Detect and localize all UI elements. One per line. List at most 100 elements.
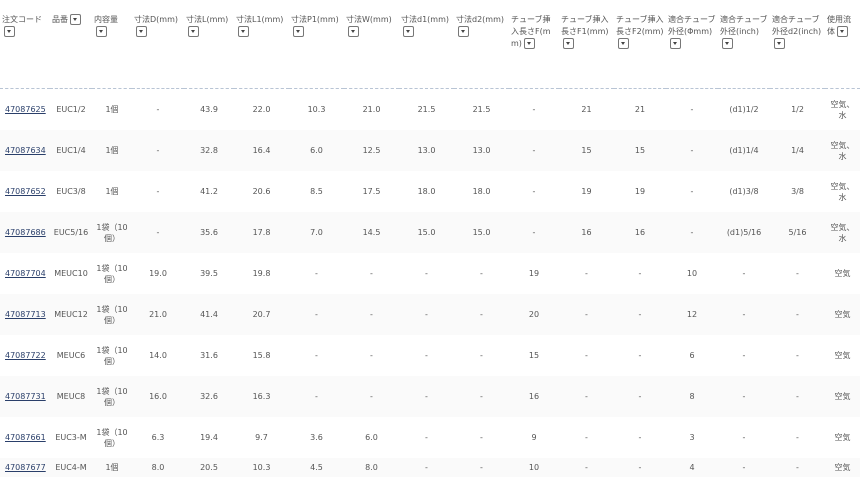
table-cell: MEUC12 bbox=[54, 310, 88, 319]
table-cell: - bbox=[638, 269, 642, 278]
table-cell: - bbox=[770, 477, 825, 482]
column-header: 寸法D(mm) bbox=[132, 0, 184, 89]
table-cell: - bbox=[742, 310, 746, 319]
table-cell: - bbox=[156, 105, 160, 114]
table-cell: 21 bbox=[634, 105, 646, 114]
table-cell: - bbox=[156, 228, 160, 237]
table-row: 47087625 EUC1/2 1個 - 43.9 22.0 10.3 21.0 21.5 21.… bbox=[0, 89, 860, 131]
table-cell: - bbox=[315, 351, 318, 360]
filter-dropdown[interactable] bbox=[70, 14, 81, 25]
table-cell: - bbox=[370, 310, 373, 319]
table-cell: - bbox=[480, 269, 483, 278]
header-text: 品番 bbox=[52, 15, 68, 24]
header-text: 使用流体 bbox=[827, 15, 851, 36]
header-text: 寸法d1(mm) bbox=[401, 15, 449, 24]
filter-dropdown[interactable] bbox=[136, 26, 147, 37]
table-cell: (d1)1/2 bbox=[729, 105, 759, 114]
table-cell: 1袋（10個） bbox=[96, 263, 128, 284]
order-code-link[interactable]: 47087722 bbox=[5, 351, 46, 360]
filter-dropdown[interactable] bbox=[238, 26, 249, 37]
table-cell: 8.5 bbox=[310, 187, 323, 196]
table-cell: 4 bbox=[689, 463, 695, 472]
filter-dropdown[interactable] bbox=[722, 38, 733, 49]
table-cell: - bbox=[585, 433, 588, 442]
order-code-link[interactable]: 47087731 bbox=[5, 392, 46, 401]
filter-dropdown[interactable] bbox=[188, 26, 199, 37]
filter-dropdown[interactable] bbox=[523, 38, 535, 49]
table-cell: 15 bbox=[528, 351, 540, 360]
filter-dropdown[interactable] bbox=[774, 38, 785, 49]
table-cell: 8.0 bbox=[365, 463, 378, 472]
filter-dropdown[interactable] bbox=[96, 26, 107, 37]
table-cell: 6.0 bbox=[365, 433, 378, 442]
table-cell: 12 bbox=[686, 310, 698, 319]
order-code-link[interactable]: 47087625 bbox=[5, 105, 46, 114]
filter-dropdown[interactable] bbox=[403, 26, 414, 37]
table-cell: 空気、水 bbox=[830, 181, 855, 202]
table-cell: (d1)5/16 bbox=[726, 228, 762, 237]
table-cell: - bbox=[585, 392, 588, 401]
table-cell: 22.9 bbox=[184, 477, 234, 482]
header-text: チューブ挿入長さF(mm) bbox=[511, 15, 551, 48]
column-header: 適合チューブ外径(inch) bbox=[718, 0, 770, 89]
table-cell: - bbox=[454, 477, 509, 482]
filter-dropdown[interactable] bbox=[293, 26, 304, 37]
filter-dropdown[interactable] bbox=[837, 26, 848, 37]
table-cell: 21 bbox=[581, 105, 592, 114]
table-cell: 47087704 bbox=[0, 253, 50, 294]
table-cell: - bbox=[532, 105, 536, 114]
order-code-link[interactable]: 47087652 bbox=[5, 187, 46, 196]
table-cell: 21.5 bbox=[417, 105, 436, 114]
table-cell: 19.8 bbox=[252, 269, 271, 278]
column-header: チューブ挿入長さF1(mm) bbox=[559, 0, 614, 89]
table-cell: 20 bbox=[528, 310, 540, 319]
table-cell: 43.9 bbox=[200, 105, 218, 114]
table-cell: - bbox=[399, 477, 454, 482]
column-header: 寸法d2(mm) bbox=[454, 0, 509, 89]
filter-dropdown[interactable] bbox=[348, 26, 359, 37]
table-cell: - bbox=[742, 463, 746, 472]
header-text: 寸法L1(mm) bbox=[236, 15, 284, 24]
table-cell: - bbox=[585, 310, 588, 319]
header-text: 適合チューブ外径d2(inch) bbox=[772, 15, 822, 36]
order-code-link[interactable]: 47087686 bbox=[5, 228, 46, 237]
table-row: 47087661 EUC3-M 1袋（10個） 6.3 19.4 9.7 3.6 6.0 - - 9… bbox=[0, 417, 860, 458]
table-cell: 空気、水 bbox=[830, 99, 855, 120]
table-cell: 1袋（10個） bbox=[96, 304, 128, 325]
table-cell: 47087695 bbox=[0, 477, 50, 482]
table-cell: 1個 bbox=[105, 187, 119, 196]
header-text: 寸法L(mm) bbox=[186, 15, 229, 24]
table-row: 47087713 MEUC12 1袋（10個） 21.0 41.4 20.7 - - - - 20 -… bbox=[0, 294, 860, 335]
table-cell: 1袋（10個） bbox=[96, 222, 128, 243]
table-cell: 16 bbox=[634, 228, 646, 237]
order-code-link[interactable]: 47087634 bbox=[5, 146, 46, 155]
table-cell: - bbox=[690, 228, 694, 237]
table-cell: - bbox=[532, 228, 536, 237]
table-cell: - bbox=[315, 392, 318, 401]
order-code-link[interactable]: 47087677 bbox=[5, 463, 46, 472]
table-cell: - bbox=[559, 477, 614, 482]
table-cell: EUC5/16 bbox=[53, 228, 89, 237]
table-cell: 47087713 bbox=[0, 294, 50, 335]
table-cell: 13.0 bbox=[472, 146, 491, 155]
table-cell: 6 bbox=[666, 477, 718, 482]
table-cell: 17.5 bbox=[362, 187, 381, 196]
order-code-link[interactable]: 47087704 bbox=[5, 269, 46, 278]
column-header: 寸法L1(mm) bbox=[234, 0, 289, 89]
filter-dropdown[interactable] bbox=[458, 26, 469, 37]
table-cell: 18.0 bbox=[417, 187, 436, 196]
table-cell: 20.5 bbox=[200, 463, 218, 472]
column-header: 品番 bbox=[50, 0, 92, 89]
table-cell: - bbox=[425, 463, 428, 472]
filter-dropdown[interactable] bbox=[670, 38, 681, 49]
order-code-link[interactable]: 47087713 bbox=[5, 310, 46, 319]
order-code-link[interactable]: 47087661 bbox=[5, 433, 46, 442]
table-cell: - bbox=[315, 310, 318, 319]
column-header: 内容量 bbox=[92, 0, 132, 89]
filter-dropdown[interactable] bbox=[563, 38, 574, 49]
table-cell: 8 bbox=[689, 392, 695, 401]
filter-dropdown[interactable] bbox=[4, 26, 15, 37]
table-cell: 17.8 bbox=[252, 228, 271, 237]
table-cell: 10 bbox=[528, 463, 540, 472]
filter-dropdown[interactable] bbox=[618, 38, 629, 49]
